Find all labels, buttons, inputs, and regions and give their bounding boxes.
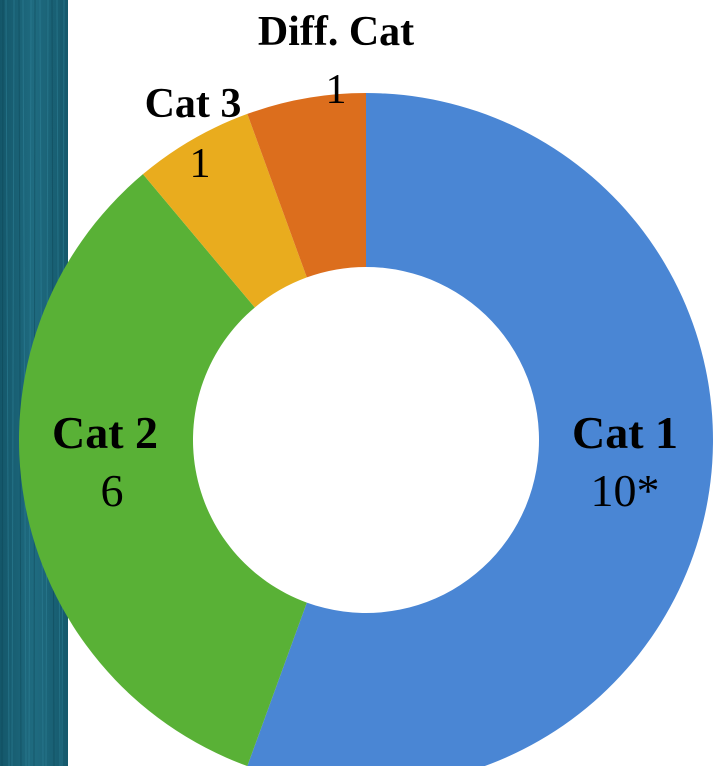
label-cat-3: Cat 3 (145, 81, 242, 127)
value-cat-2: 6 (101, 465, 124, 516)
slice-cat-3 (142, 113, 307, 308)
slice-diff-cat (247, 93, 366, 278)
value-cat-3: 1 (190, 141, 211, 187)
slice-cat-2 (19, 174, 307, 766)
label-cat-1: Cat 1 (572, 407, 678, 458)
label-diff-cat: Diff. Cat (258, 9, 414, 55)
value-cat-1: 10* (591, 465, 660, 516)
value-diff-cat: 1 (326, 67, 347, 113)
label-cat-2: Cat 2 (52, 407, 158, 458)
slice-labels: Cat 1 10* Cat 2 6 Cat 3 1 Diff. Cat 1 (52, 9, 678, 516)
slice-cat-1 (247, 93, 713, 766)
donut-slices (19, 93, 713, 766)
